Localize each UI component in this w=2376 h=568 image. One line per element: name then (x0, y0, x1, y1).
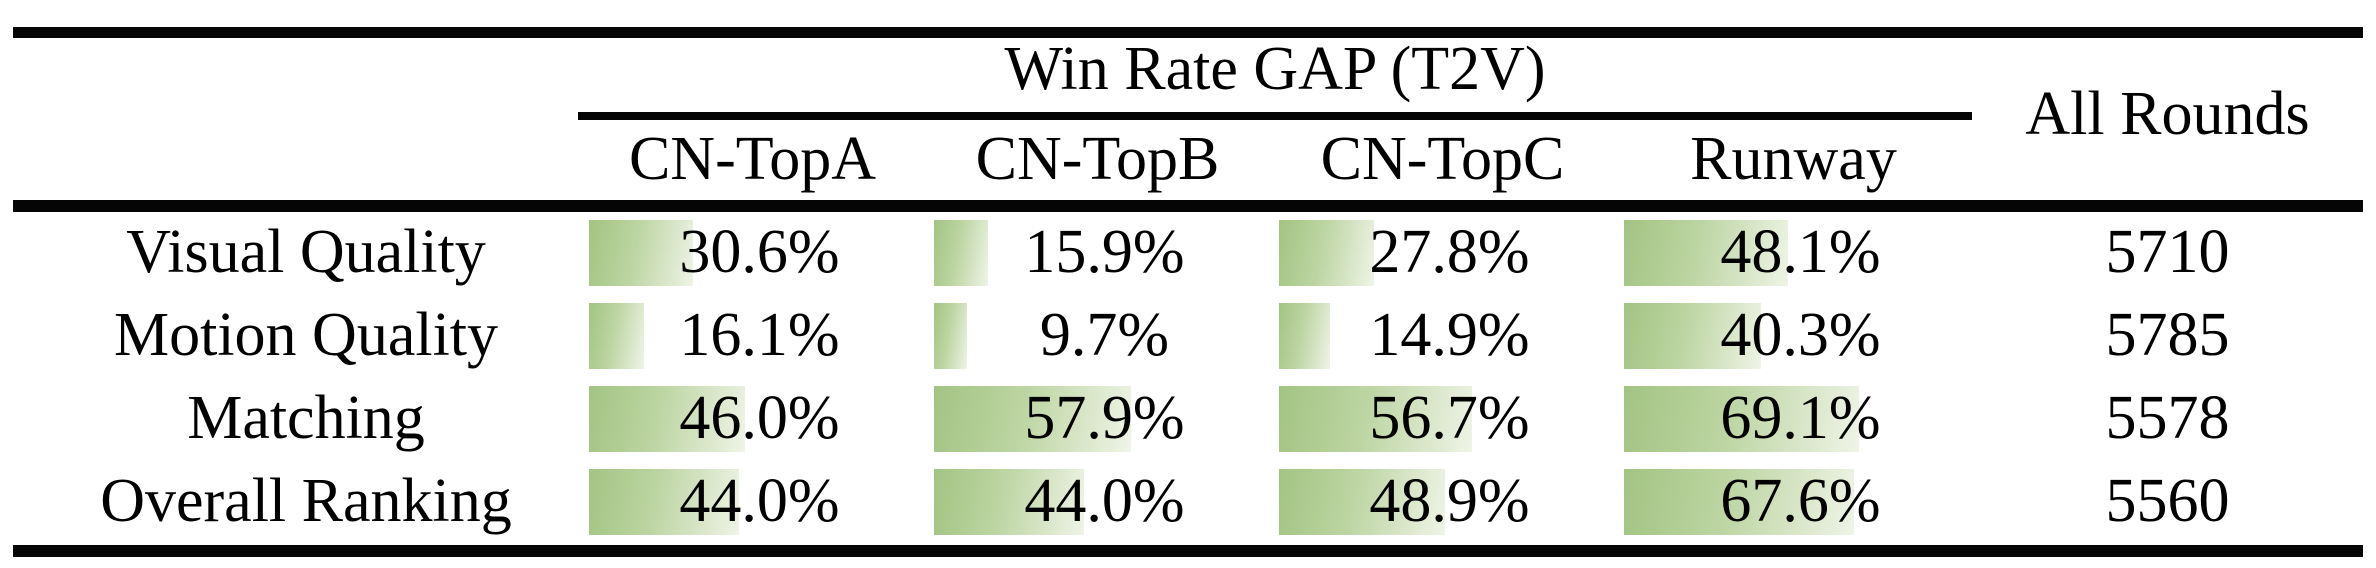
data-bar (1624, 386, 1859, 452)
data-bar (589, 220, 693, 286)
data-cell: 9.7% (925, 295, 1270, 378)
all-rounds-value: 5785 (2105, 301, 2230, 369)
cell-value: 9.7% (1039, 301, 1170, 369)
data-cell: 16.1% (580, 295, 925, 378)
all-rounds-value: 5578 (2105, 384, 2230, 452)
data-cell: 48.9% (1270, 461, 1615, 544)
row-label: Visual Quality (126, 218, 486, 286)
row-label: Matching (187, 384, 425, 452)
table-title: Win Rate GAP (T2V) (1004, 35, 1546, 103)
row-label: Motion Quality (113, 301, 499, 369)
data-cell: 57.9% (925, 378, 1270, 461)
data-bar (1624, 220, 1788, 286)
data-bar (934, 386, 1131, 452)
table-row: Overall Ranking 44.0% 44.0% 48.9% 67.6% … (0, 461, 2376, 544)
data-cell: 40.3% (1615, 295, 1972, 378)
cell-value: 44.0% (679, 467, 840, 535)
column-header-runway: Runway (1690, 125, 1897, 193)
cell-value: 44.0% (1024, 467, 1185, 535)
data-cell: 46.0% (580, 378, 925, 461)
data-cell: 44.0% (580, 461, 925, 544)
data-bar (1279, 469, 1446, 535)
data-bar (589, 386, 746, 452)
cell-value: 67.6% (1720, 467, 1881, 535)
table-row: Motion Quality 16.1% 9.7% 14.9% 40.3% 57… (0, 295, 2376, 378)
data-bar (934, 469, 1084, 535)
all-rounds-value: 5710 (2105, 218, 2230, 286)
row-label: Overall Ranking (100, 467, 512, 535)
column-header-cn-topc: CN-TopC (1320, 125, 1565, 193)
cell-value: 15.9% (1024, 218, 1185, 286)
cell-value: 30.6% (679, 218, 840, 286)
data-cell: 56.7% (1270, 378, 1615, 461)
table-rule-bottom (13, 545, 2363, 557)
table-row: Visual Quality 30.6% 15.9% 27.8% 48.1% 5… (0, 212, 2376, 295)
column-header-cn-topb: CN-TopB (975, 125, 1220, 193)
data-bar (1624, 469, 1854, 535)
data-cell: 27.8% (1270, 212, 1615, 295)
data-cell: 14.9% (1270, 295, 1615, 378)
cell-value: 48.9% (1369, 467, 1530, 535)
table-rule-under-title (578, 112, 1972, 120)
cell-value: 56.7% (1369, 384, 1530, 452)
data-cell: 44.0% (925, 461, 1270, 544)
table-rule-top (13, 27, 2363, 38)
data-bar (589, 469, 739, 535)
column-header-cn-topa: CN-TopA (628, 125, 877, 193)
data-bar (1279, 220, 1374, 286)
cell-value: 40.3% (1720, 301, 1881, 369)
cell-value: 69.1% (1720, 384, 1881, 452)
data-cell: 67.6% (1615, 461, 1972, 544)
data-bar (1279, 386, 1472, 452)
data-cell: 15.9% (925, 212, 1270, 295)
cell-value: 14.9% (1369, 301, 1530, 369)
cell-value: 16.1% (679, 301, 840, 369)
data-bar (1624, 303, 1761, 369)
data-bar (934, 303, 967, 369)
data-cell: 69.1% (1615, 378, 1972, 461)
cell-value: 57.9% (1024, 384, 1185, 452)
cell-value: 27.8% (1369, 218, 1530, 286)
data-bar (1279, 303, 1330, 369)
data-bar (934, 220, 989, 286)
data-bar (589, 303, 644, 369)
data-cell: 48.1% (1615, 212, 1972, 295)
all-rounds-value: 5560 (2105, 467, 2230, 535)
cell-value: 48.1% (1720, 218, 1881, 286)
column-header-all-rounds: All Rounds (2025, 80, 2310, 148)
table-rule-under-header (13, 200, 2363, 212)
data-cell: 30.6% (580, 212, 925, 295)
table-row: Matching 46.0% 57.9% 56.7% 69.1% 5578 (0, 378, 2376, 461)
cell-value: 46.0% (679, 384, 840, 452)
